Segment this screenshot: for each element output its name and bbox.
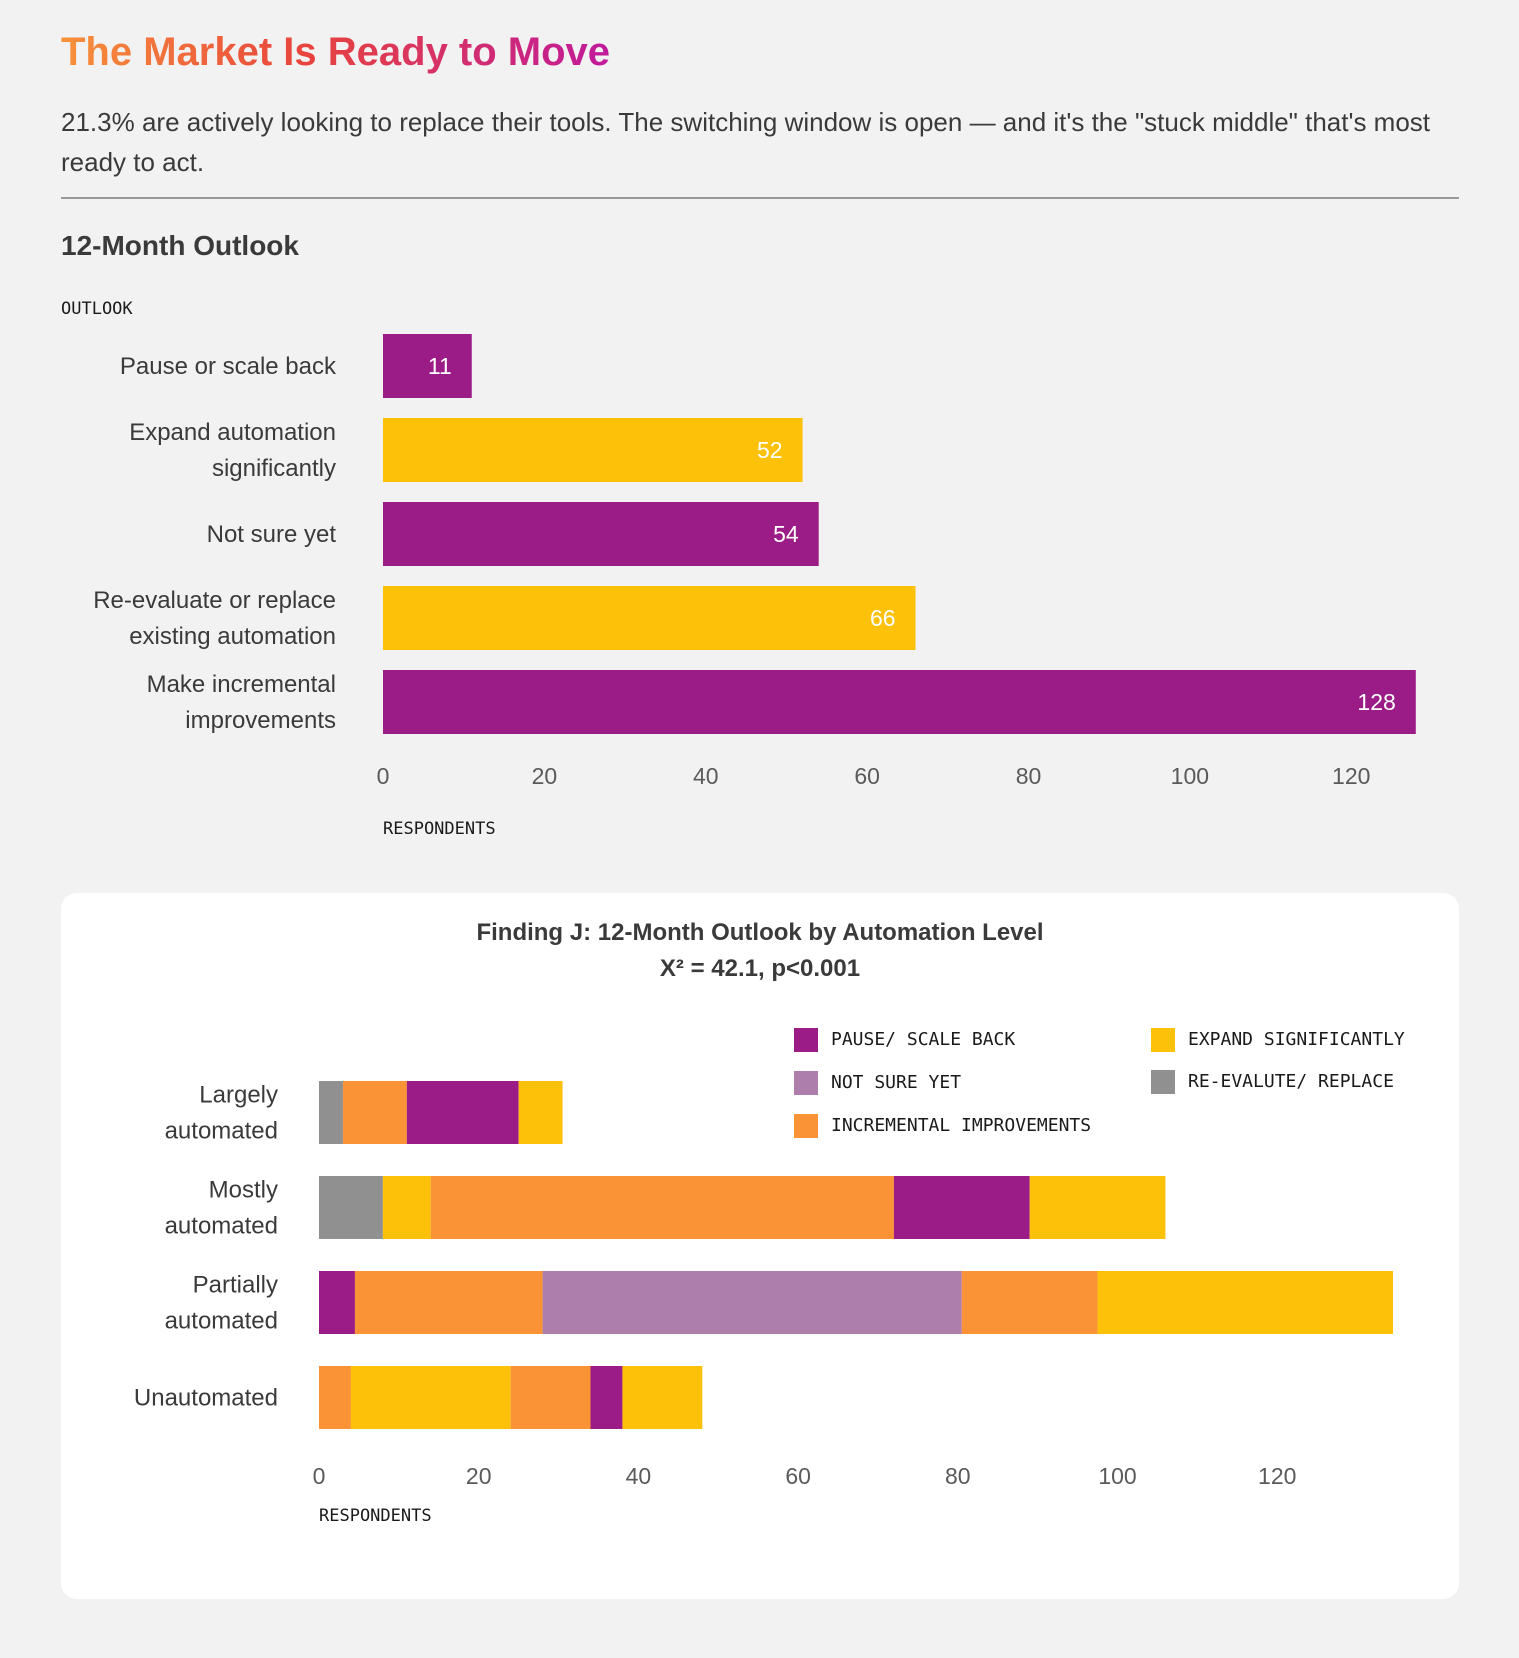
category-label-partially-automated: Partially automated <box>165 1272 278 1335</box>
x-axis-title: RESPONDENTS <box>319 1506 432 1526</box>
x-tick-label: 60 <box>785 1463 811 1489</box>
segment-partially-automated-incremental-improvements <box>354 1271 543 1334</box>
legend-label: PAUSE/ SCALE BACK <box>831 1029 1016 1050</box>
legend-swatch <box>794 1071 818 1095</box>
segment-unautomated-incremental-improvements <box>510 1366 591 1429</box>
bar-pause-or-scale-back <box>383 334 472 398</box>
segment-mostly-automated-expand-significantly <box>1029 1176 1166 1239</box>
category-label-line: existing automation <box>129 623 336 650</box>
legend-swatch <box>794 1028 818 1052</box>
segment-partially-automated-incremental-improvements <box>961 1271 1098 1334</box>
segment-mostly-automated-expand-significantly <box>382 1176 431 1239</box>
finding-j-title-block: Finding J: 12-Month Outlook by Automatio… <box>61 915 1459 987</box>
bar-make-incremental-improvements <box>383 670 1416 734</box>
x-tick-label: 40 <box>693 763 719 789</box>
data-label: 52 <box>757 437 783 463</box>
category-label-line: Partially <box>193 1272 278 1299</box>
segment-partially-automated-expand-significantly <box>1097 1271 1394 1334</box>
legend-label: RE-EVALUTE/ REPLACE <box>1188 1071 1394 1092</box>
x-tick-label: 20 <box>466 1463 492 1489</box>
category-label-line: Unautomated <box>134 1385 278 1412</box>
data-label: 54 <box>773 521 799 547</box>
segment-unautomated-expand-significantly <box>350 1366 511 1429</box>
category-label-unautomated: Unautomated <box>134 1385 278 1412</box>
segment-mostly-automated-incremental-improvements <box>430 1176 894 1239</box>
legend-swatch <box>1151 1070 1175 1094</box>
finding-j-subtitle: X² = 42.1, p<0.001 <box>659 955 861 982</box>
category-label-line: automated <box>165 1308 278 1335</box>
segment-largely-automated-expand-significantly <box>518 1081 563 1144</box>
x-tick-label: 120 <box>1332 763 1370 789</box>
segment-unautomated-pause-scale-back <box>590 1366 623 1429</box>
segment-unautomated-expand-significantly <box>622 1366 703 1429</box>
x-axis-title: RESPONDENTS <box>383 819 496 839</box>
category-axis-title: OUTLOOK <box>61 299 133 319</box>
category-label-not-sure-yet: Not sure yet <box>207 521 337 548</box>
section-title: 12-Month Outlook <box>61 230 299 261</box>
x-tick-label: 20 <box>532 763 558 789</box>
segment-mostly-automated-pause-scale-back <box>893 1176 1030 1239</box>
x-tick-label: 100 <box>1171 763 1209 789</box>
category-label-line: Pause or scale back <box>120 353 337 380</box>
category-label-line: automated <box>165 1213 278 1240</box>
bar-expand-automation-significantly <box>383 418 803 482</box>
legend-label: EXPAND SIGNIFICANTLY <box>1188 1029 1405 1050</box>
category-label-line: significantly <box>212 455 336 482</box>
category-label-make-incremental-improvements: Make incremental improvements <box>147 671 336 734</box>
legend-label: INCREMENTAL IMPROVEMENTS <box>831 1115 1092 1136</box>
category-label-line: Mostly <box>209 1177 278 1204</box>
x-tick-label: 60 <box>854 763 880 789</box>
data-label: 128 <box>1357 689 1395 715</box>
segment-largely-automated-re-evalute-replace <box>319 1081 343 1144</box>
segment-partially-automated-not-sure-yet <box>542 1271 962 1334</box>
x-tick-label: 80 <box>1016 763 1042 789</box>
x-tick-label: 100 <box>1098 1463 1136 1489</box>
category-label-line: Not sure yet <box>207 521 337 548</box>
category-label-mostly-automated: Mostly automated <box>165 1177 278 1240</box>
section-divider <box>61 197 1459 199</box>
category-label-line: Make incremental <box>147 671 336 698</box>
outlook-bar-chart: OUTLOOK 11 Pause or scale back 52 Expand aut… <box>61 299 1416 839</box>
finding-j-card: Finding J: 12-Month Outlook by Automatio… <box>61 893 1459 1599</box>
segment-partially-automated-pause-scale-back <box>319 1271 355 1334</box>
finding-j-title: Finding J: 12-Month Outlook by Automatio… <box>476 919 1044 946</box>
category-label-line: improvements <box>185 707 336 734</box>
bar-re-evaluate-or-replace-existing-automation <box>383 586 916 650</box>
x-tick-label: 0 <box>377 763 390 789</box>
legend-swatch <box>794 1114 818 1138</box>
legend-swatch <box>1151 1028 1175 1052</box>
x-tick-label: 120 <box>1258 1463 1296 1489</box>
data-label: 11 <box>428 353 452 379</box>
x-tick-label: 40 <box>626 1463 652 1489</box>
category-label-pause-or-scale-back: Pause or scale back <box>120 353 337 380</box>
category-label-largely-automated: Largely automated <box>165 1082 278 1145</box>
legend-label: NOT SURE YET <box>831 1072 962 1093</box>
page-subtitle: 21.3% are actively looking to replace th… <box>61 107 1431 177</box>
page-headline: The Market Is Ready to Move <box>61 30 611 74</box>
category-label-re-evaluate-or-replace-existing-automation: Re-evaluate or replace existing automatio… <box>93 587 336 650</box>
x-tick-label: 80 <box>945 1463 971 1489</box>
bar-not-sure-yet <box>383 502 819 566</box>
x-tick-label: 0 <box>313 1463 326 1489</box>
category-label-line: automated <box>165 1118 278 1145</box>
segment-unautomated-incremental-improvements <box>319 1366 351 1429</box>
segment-mostly-automated-re-evalute-replace <box>319 1176 383 1239</box>
category-label-line: Expand automation <box>129 419 336 446</box>
category-label-line: Largely <box>199 1082 278 1109</box>
category-label-line: Re-evaluate or replace <box>93 587 336 614</box>
segment-largely-automated-pause-scale-back <box>406 1081 519 1144</box>
segment-largely-automated-incremental-improvements <box>342 1081 407 1144</box>
data-label: 66 <box>870 605 896 631</box>
category-label-expand-automation-significantly: Expand automation significantly <box>129 419 336 482</box>
